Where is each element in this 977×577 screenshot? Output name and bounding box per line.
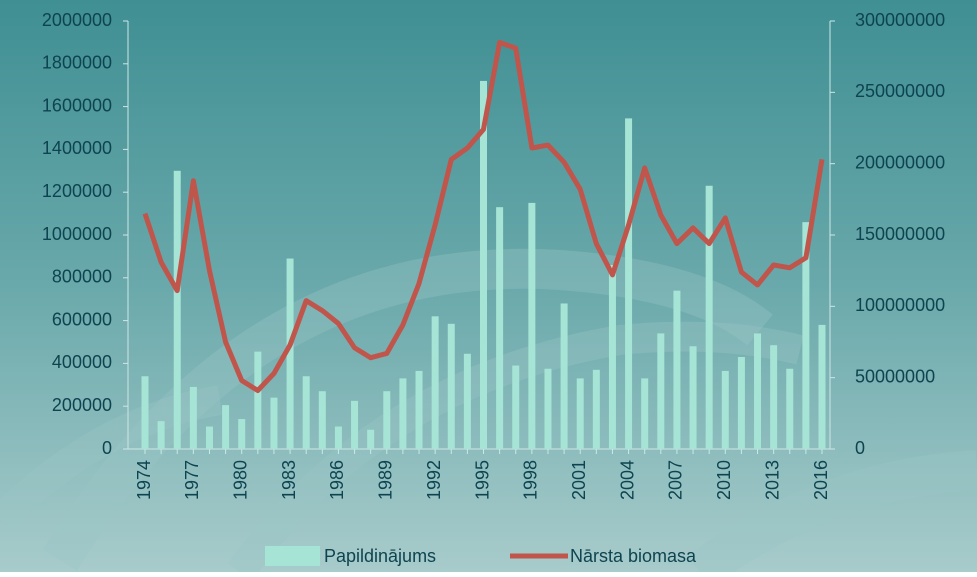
x-tick-label: 1977 [182,460,202,500]
chart: 0 200000 400000 600000 800000 1000000 1200000 1… [0,0,977,572]
x-tick-label: 1995 [472,460,492,500]
x-tick-label: 1983 [279,460,299,500]
bar [319,391,326,449]
y-tick-label: 1800000 [42,53,112,73]
y2-tick-label: 150000000 [855,224,945,244]
x-tick-label: 2010 [714,460,734,500]
y2-tick-label: 100000000 [855,295,945,315]
bar [335,427,342,449]
x-tick-label: 1989 [376,460,396,500]
bar [351,401,358,449]
bar [609,265,616,449]
x-tick-label: 1992 [424,460,444,500]
bar [657,333,664,449]
bar [819,325,826,449]
bar [722,371,729,449]
bar [690,346,697,449]
y2-tick-label: 200000000 [855,152,945,172]
bar [158,421,165,449]
y-tick-label: 400000 [52,352,112,372]
bar [367,430,374,449]
x-tick-label: 1974 [134,460,154,500]
bar [174,171,181,449]
bar [238,419,245,449]
bar [206,427,213,449]
bar [399,378,406,449]
bar [706,186,713,449]
x-tick-label: 2007 [666,460,686,500]
bar [625,118,632,449]
bar [464,354,471,449]
x-tick-label: 1980 [230,460,250,500]
bar [496,207,503,449]
bar [673,291,680,449]
bar [270,398,277,449]
bar [432,316,439,449]
bar [561,303,568,449]
y-tick-label: 2000000 [42,10,112,30]
legend-swatch [265,546,320,566]
bar [770,345,777,449]
bar [416,371,423,449]
x-tick-label: 2004 [617,460,637,500]
bar [738,357,745,449]
bar [383,391,390,449]
x-tick-label: 2016 [811,460,831,500]
y-tick-label: 200000 [52,395,112,415]
x-tick-label: 1998 [521,460,541,500]
bar [754,333,761,449]
bar [222,405,229,449]
legend-label: Nārsta biomasa [570,546,697,566]
bar [480,81,487,449]
y2-tick-label: 50000000 [855,366,935,386]
y2-tick-label: 250000000 [855,81,945,101]
bar [577,378,584,449]
bar [190,387,197,449]
x-tick-label: 2013 [762,460,782,500]
bar [528,203,535,449]
y2-tick-label: 300000000 [855,10,945,30]
x-tick-label: 1986 [327,460,347,500]
legend-label: Papildinājums [324,546,436,566]
bar [303,376,310,449]
y-tick-label: 1600000 [42,95,112,115]
bar [448,324,455,449]
y-tick-label: 800000 [52,267,112,287]
bar [254,352,261,449]
x-tick-label: 2001 [569,460,589,500]
bar [512,366,519,449]
bar [641,378,648,449]
bar [142,376,149,449]
bar [544,369,551,449]
y-tick-label: 1400000 [42,138,112,158]
y-tick-label: 600000 [52,309,112,329]
y-tick-label: 0 [102,438,112,458]
bar [786,369,793,449]
y-tick-label: 1000000 [42,224,112,244]
y-tick-label: 1200000 [42,181,112,201]
bar [593,370,600,449]
y2-tick-label: 0 [855,438,865,458]
